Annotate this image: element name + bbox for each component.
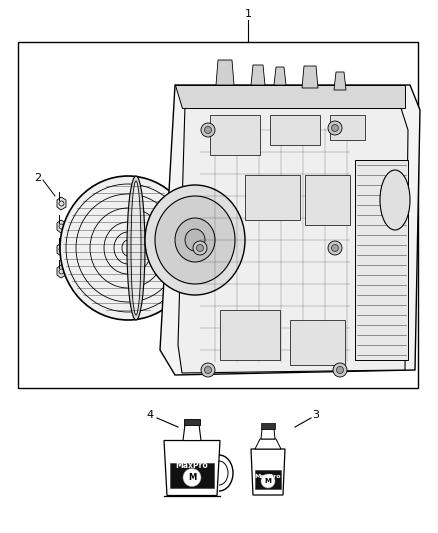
Polygon shape <box>57 243 66 256</box>
Circle shape <box>332 125 339 132</box>
Polygon shape <box>270 115 320 145</box>
Polygon shape <box>290 320 345 365</box>
Polygon shape <box>251 449 285 495</box>
Polygon shape <box>255 439 281 449</box>
Polygon shape <box>245 175 300 220</box>
Text: MaxPro: MaxPro <box>176 462 208 471</box>
Ellipse shape <box>380 170 410 230</box>
Circle shape <box>201 123 215 137</box>
Text: M: M <box>265 478 272 484</box>
Polygon shape <box>164 440 220 496</box>
Circle shape <box>261 474 275 488</box>
Polygon shape <box>220 310 280 360</box>
Polygon shape <box>216 60 234 85</box>
Circle shape <box>205 367 212 374</box>
Circle shape <box>201 363 215 377</box>
Polygon shape <box>170 463 214 488</box>
Ellipse shape <box>185 229 205 251</box>
Text: 3: 3 <box>312 410 319 420</box>
Polygon shape <box>160 85 420 375</box>
Polygon shape <box>330 115 365 140</box>
Polygon shape <box>184 418 200 424</box>
Circle shape <box>183 469 201 487</box>
Circle shape <box>332 245 339 252</box>
Polygon shape <box>183 424 201 440</box>
Circle shape <box>328 121 342 135</box>
Circle shape <box>333 363 347 377</box>
Ellipse shape <box>60 176 196 320</box>
Ellipse shape <box>145 185 245 295</box>
Circle shape <box>336 367 343 374</box>
Text: M: M <box>188 473 196 482</box>
Circle shape <box>197 245 204 252</box>
Polygon shape <box>274 67 286 85</box>
Polygon shape <box>261 429 275 439</box>
Polygon shape <box>57 265 66 278</box>
Polygon shape <box>178 105 408 373</box>
Ellipse shape <box>127 176 145 320</box>
Text: 4: 4 <box>146 410 154 420</box>
Ellipse shape <box>175 218 215 262</box>
Polygon shape <box>175 85 405 108</box>
Polygon shape <box>302 66 318 88</box>
Polygon shape <box>255 470 281 489</box>
Text: 1: 1 <box>244 9 251 19</box>
Polygon shape <box>355 160 408 360</box>
Circle shape <box>193 241 207 255</box>
Polygon shape <box>251 65 265 85</box>
Ellipse shape <box>155 196 235 284</box>
Polygon shape <box>210 115 260 155</box>
Polygon shape <box>305 175 350 225</box>
Text: MaxPro: MaxPro <box>255 474 281 480</box>
Polygon shape <box>261 423 275 429</box>
Text: 2: 2 <box>35 173 42 183</box>
Circle shape <box>328 241 342 255</box>
Polygon shape <box>57 220 66 233</box>
Polygon shape <box>334 72 346 90</box>
Polygon shape <box>57 197 66 210</box>
Circle shape <box>205 126 212 133</box>
Ellipse shape <box>131 181 141 315</box>
